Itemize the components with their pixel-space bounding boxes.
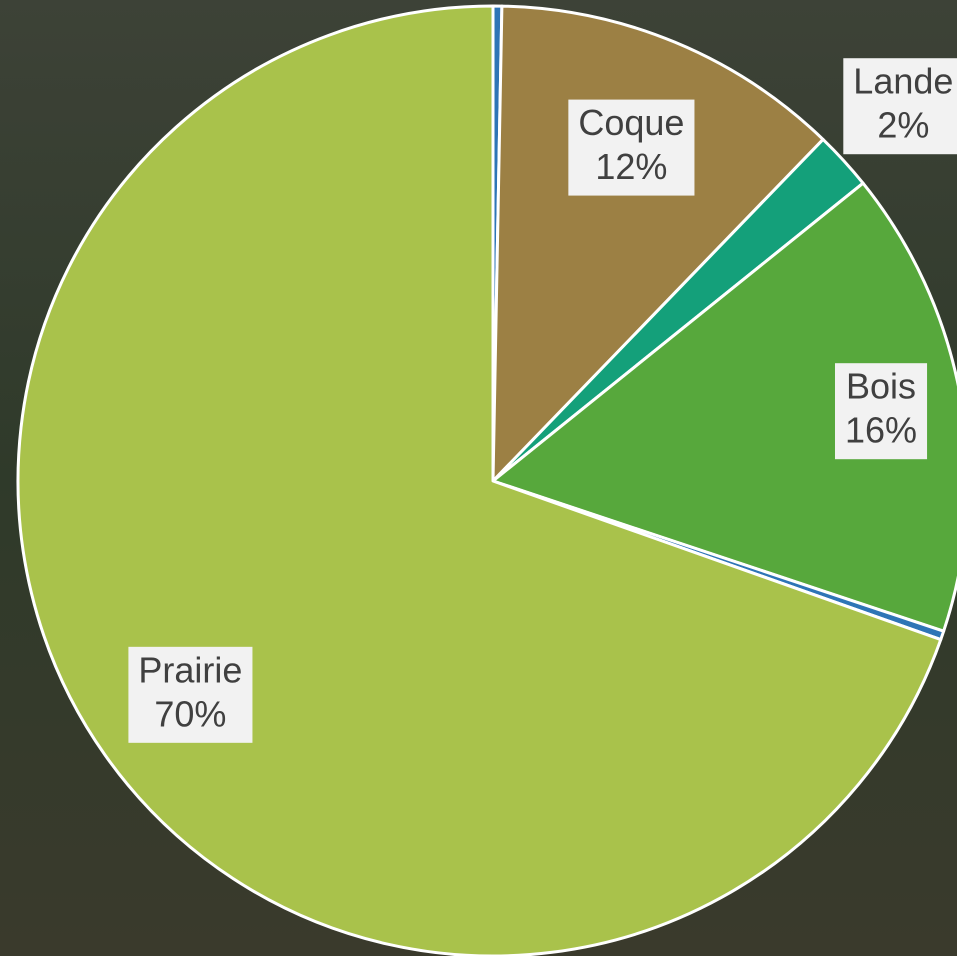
- value-label: 2%: [877, 105, 929, 146]
- value-label: 12%: [595, 146, 667, 187]
- label-box: [128, 646, 253, 743]
- value-label: 70%: [154, 693, 226, 734]
- category-label: Lande: [853, 61, 953, 102]
- value-label: 16%: [845, 410, 917, 451]
- label-box: [834, 363, 928, 460]
- category-label: Bois: [846, 366, 916, 407]
- category-label: Prairie: [138, 649, 242, 690]
- category-label: Coque: [578, 102, 684, 143]
- label-box: [843, 58, 957, 155]
- label-box: [568, 99, 695, 196]
